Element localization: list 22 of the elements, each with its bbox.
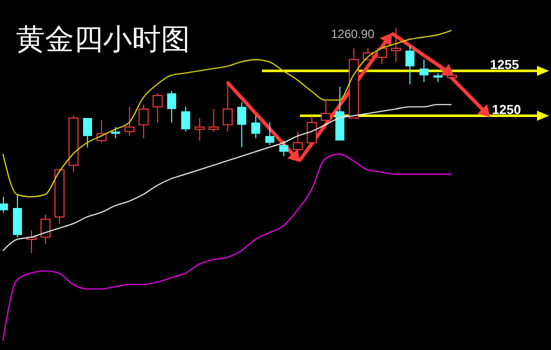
candlestick [83,118,92,148]
text: 1255 [490,57,519,72]
candlestick [194,118,205,142]
annotation: 1260.90 [331,27,375,41]
candlestick [405,46,414,85]
candlestick [306,115,317,148]
text: 1250 [492,102,521,117]
chart-title: 黄金四小时图 [16,21,190,58]
candlestick [265,122,274,146]
candlestick [320,100,331,121]
candlestick [111,126,120,139]
candlestick [181,106,190,132]
candlestick [40,214,50,244]
candlestick [279,140,288,157]
candlestick [124,106,135,137]
candlestick [251,115,260,139]
candlestick [138,104,149,139]
candlestick [419,59,428,83]
candlestick [208,108,219,132]
candlestick [237,102,246,148]
candlestick [167,90,176,124]
candlestick [152,92,163,124]
